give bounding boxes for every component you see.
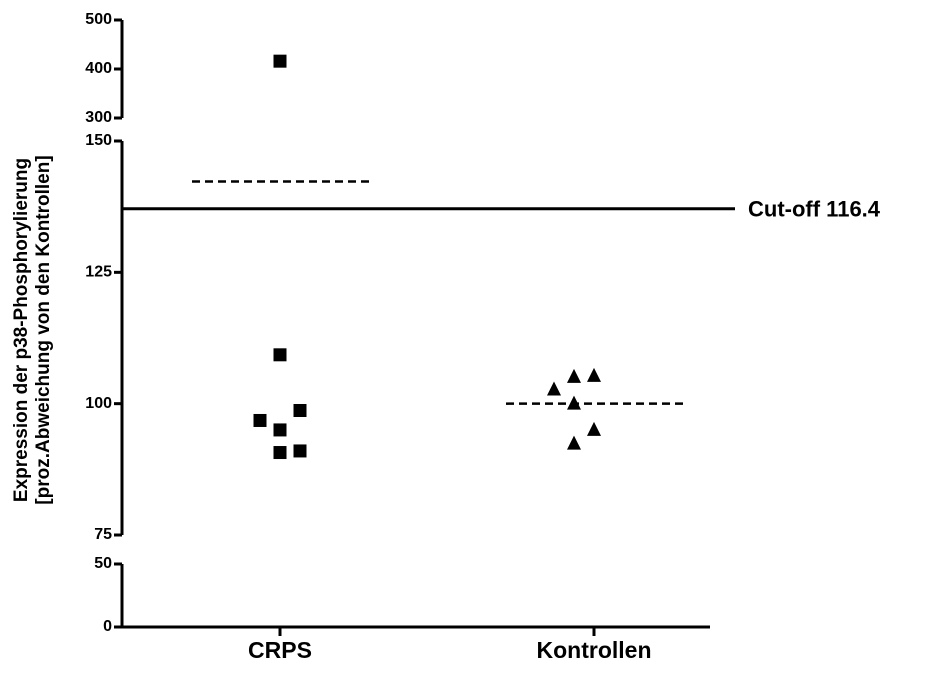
- data-point: [587, 421, 601, 436]
- data-point: [293, 444, 307, 458]
- y-tick-label: 100: [85, 395, 112, 412]
- y-label-line: [proz.Abweichung von den Kontrollen]: [33, 155, 54, 504]
- y-tick-label: 500: [85, 11, 112, 28]
- y-tick-label: 50: [94, 555, 112, 572]
- y-label-line: Expression der p38-Phosphorylierung: [11, 158, 32, 502]
- data-point: [567, 368, 581, 383]
- y-tick-label: 75: [94, 526, 112, 543]
- data-point: [253, 413, 267, 427]
- y-tick-label: 0: [103, 618, 112, 635]
- y-label: Expression der p38-Phosphorylierung [pro…: [11, 155, 54, 504]
- y-tick-label: 125: [85, 264, 112, 281]
- x-tick-label: CRPS: [248, 637, 312, 663]
- data-point: [273, 348, 287, 362]
- cutoff-label: Cut-off 116.4: [748, 197, 881, 222]
- data-point: [273, 446, 287, 460]
- y-tick-label: 400: [85, 60, 112, 77]
- data-point: [293, 403, 307, 417]
- data-point: [273, 54, 287, 68]
- data-point: [567, 435, 581, 450]
- y-tick-label: 150: [85, 132, 112, 149]
- data-point: [547, 381, 561, 396]
- data-point: [587, 367, 601, 382]
- data-point: [567, 395, 581, 410]
- x-tick-label: Kontrollen: [537, 637, 652, 663]
- data-point: [273, 423, 287, 437]
- y-tick-label: 300: [85, 109, 112, 126]
